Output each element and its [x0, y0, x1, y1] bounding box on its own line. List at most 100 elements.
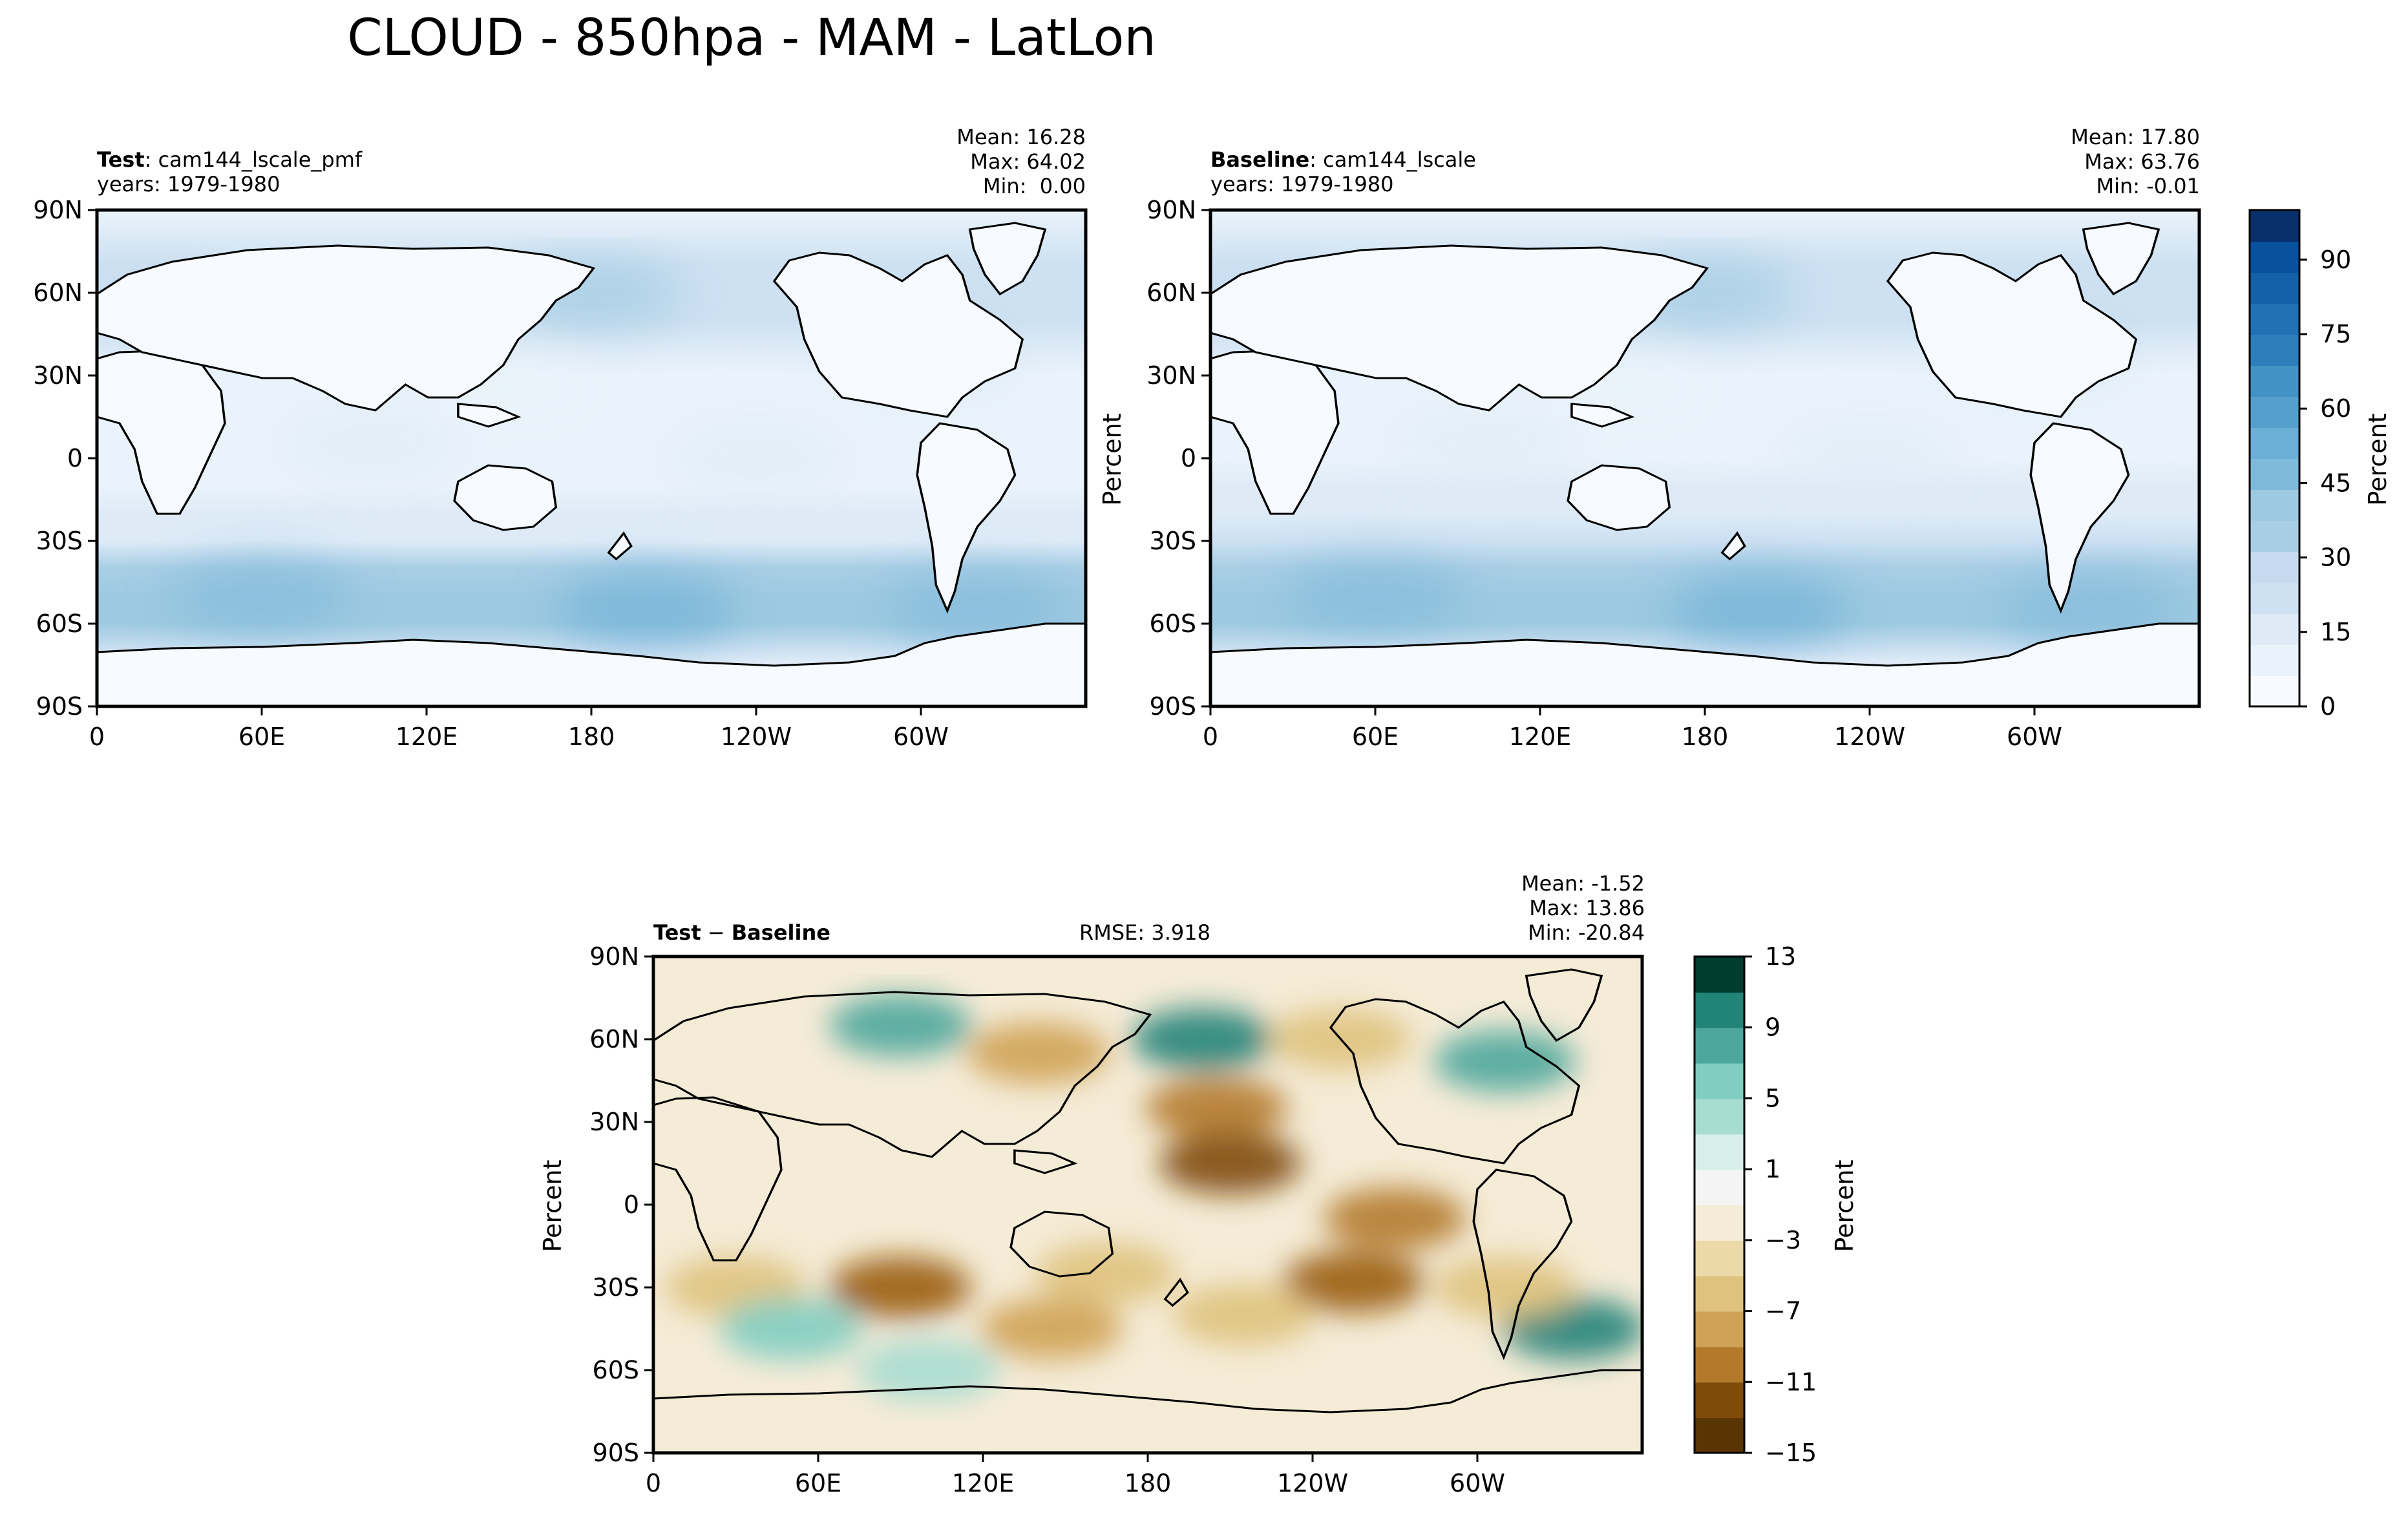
x-tick-label: 60E [1352, 723, 1399, 751]
diff-min: Min: -20.84 [1528, 920, 1645, 945]
diff-header: Test − Baseline [653, 920, 830, 945]
y-tick-label: 60N [589, 1025, 639, 1053]
test-min: Min: 0.00 [982, 174, 1086, 198]
baseline-mean: Mean: 17.80 [2071, 125, 2200, 149]
colorbar-bottom-tick: 13 [1765, 942, 1796, 971]
diff-rmse: RMSE: 3.918 [1079, 920, 1210, 945]
diff-anomaly-blob [1035, 1242, 1178, 1305]
test-cloud-blob [281, 408, 462, 480]
colorbar-top: 0 15 30 45 60 75 90 [2248, 209, 2351, 721]
colorbar-bottom-swatch [1695, 1205, 1744, 1241]
y-tick-label: 0 [624, 1190, 639, 1219]
test-label-name: : cam144_lscale_pmf [144, 147, 363, 172]
base-cloud-blob [1285, 560, 1466, 632]
test-map [95, 208, 1088, 708]
diff-anomaly-blob [829, 994, 972, 1057]
colorbar-top-tick: 30 [2320, 544, 2351, 572]
test-label-bold: Test [97, 147, 145, 172]
colorbar-bottom-swatch [1695, 1275, 1744, 1312]
colorbar-top-swatch [2250, 675, 2299, 707]
diff-anomaly-blob [1145, 1077, 1288, 1139]
baseline-label-name: : cam144_lscale [1309, 147, 1476, 172]
y-tick-label: 90N [589, 942, 639, 971]
colorbar-top-tick: 0 [2320, 692, 2336, 721]
test-cloud-blob [556, 574, 737, 646]
diff-anomaly-blob [1282, 1251, 1425, 1313]
baseline-stats: Mean: 17.80 Max: 63.76 Min: -0.01 [2071, 125, 2200, 198]
base-cloud-blob [1779, 423, 1960, 494]
colorbar-bottom-swatch [1695, 1098, 1744, 1135]
diff-stats: Mean: -1.52 Max: 13.86 Min: -20.84 [1521, 871, 1645, 945]
baseline-ylabel: Percent [1098, 414, 1126, 506]
y-tick-label: 30N [33, 361, 83, 390]
x-tick-label: 0 [1203, 723, 1218, 751]
x-tick-label: 120W [721, 723, 792, 751]
y-tick-label: 90S [36, 692, 83, 721]
y-tick-label: 90S [1150, 692, 1196, 721]
colorbar-top-swatch [2250, 427, 2299, 459]
diff-ylabel: Percent [538, 1160, 567, 1252]
colorbar-top-swatch [2250, 241, 2299, 273]
colorbar-top-swatch [2250, 210, 2299, 242]
test-max: Max: 64.02 [970, 149, 1086, 174]
baseline-header: Baseline: cam144_lscale years: 1979-1980 [1210, 147, 1476, 196]
y-tick-label: 90N [1146, 196, 1196, 224]
colorbar-bottom-tick: −15 [1765, 1439, 1817, 1467]
colorbar-top-swatch [2250, 303, 2299, 335]
colorbar-top-swatch [2250, 396, 2299, 428]
diff-anomaly-blob [1132, 1008, 1274, 1070]
colorbar-top-tick: 90 [2320, 246, 2351, 274]
colorbar-top-label: Percent [2363, 414, 2392, 506]
y-tick-label: 60N [1146, 279, 1196, 307]
diff-anomaly-blob [1433, 1030, 1576, 1093]
y-tick-label: 30N [1146, 361, 1196, 390]
test-mean: Mean: 16.28 [956, 125, 1086, 149]
diff-anomaly-blob [980, 1298, 1123, 1360]
diff-map [651, 955, 1644, 1455]
y-tick-label: 90N [33, 196, 83, 224]
x-tick-label: 120E [1509, 723, 1572, 751]
test-years: years: 1979-1980 [97, 172, 280, 196]
colorbar-top-swatch [2250, 582, 2299, 614]
diff-label-test: Test [653, 920, 701, 945]
colorbar-bottom-label: Percent [1830, 1160, 1859, 1252]
colorbar-bottom-swatch [1695, 1027, 1744, 1064]
y-tick-label: 30S [36, 527, 83, 555]
colorbar-top-swatch [2250, 489, 2299, 521]
colorbar-bottom-swatch [1695, 991, 1744, 1028]
colorbar-top-swatch [2250, 520, 2299, 552]
y-tick-label: 30N [589, 1108, 639, 1136]
x-tick-label: 60E [795, 1469, 841, 1497]
baseline-label-bold: Baseline [1210, 147, 1310, 172]
y-tick-label: 30S [593, 1273, 639, 1302]
baseline-max: Max: 63.76 [2084, 149, 2200, 174]
colorbar-top-tick: 45 [2320, 469, 2351, 497]
diff-label-minus: − [701, 920, 732, 945]
y-tick-label: 0 [67, 444, 83, 472]
colorbar-top-swatch [2250, 272, 2299, 304]
y-tick-label: 0 [1181, 444, 1196, 472]
y-tick-label: 60S [1150, 609, 1196, 638]
colorbar-top-swatch [2250, 551, 2299, 583]
colorbar-bottom-swatch [1695, 957, 1744, 993]
colorbar-bottom-swatch [1695, 1169, 1744, 1205]
diff-anomaly-blob [1159, 1132, 1302, 1194]
x-tick-label: 180 [1682, 723, 1729, 751]
x-tick-label: 120E [952, 1469, 1015, 1497]
colorbar-bottom-tick: 9 [1765, 1013, 1780, 1042]
y-tick-label: 60S [593, 1356, 639, 1384]
colorbar-top-swatch [2250, 365, 2299, 397]
figure-title: CLOUD - 850hpa - MAM - LatLon [347, 9, 1156, 67]
test-stats: Mean: 16.28 Max: 64.02 Min: 0.00 [956, 125, 1086, 198]
test-header: Test: cam144_lscale_pmf years: 1979-1980 [97, 147, 362, 196]
diff-mean: Mean: -1.52 [1521, 871, 1645, 896]
y-tick-label: 30S [1150, 527, 1196, 555]
base-cloud-blob [1395, 408, 1576, 480]
diff-anomaly-blob [1433, 1256, 1576, 1318]
colorbar-bottom-tick: 5 [1765, 1084, 1780, 1112]
colorbar-bottom-swatch [1695, 1382, 1744, 1419]
baseline-map [1209, 208, 2201, 708]
diff-anomaly-blob [719, 1298, 862, 1360]
colorbar-top-swatch [2250, 334, 2299, 366]
